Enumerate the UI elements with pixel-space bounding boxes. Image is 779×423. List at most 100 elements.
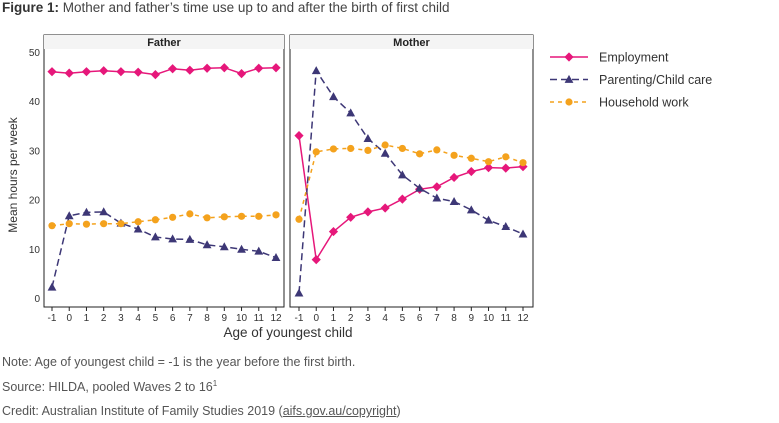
data-point-marker — [64, 211, 74, 220]
panel-title: Father — [147, 37, 181, 49]
data-point-marker — [294, 288, 304, 297]
data-point-marker — [203, 214, 211, 222]
series-household-work — [48, 210, 280, 230]
data-point-marker — [466, 166, 476, 177]
data-point-marker — [397, 170, 407, 179]
legend-item: Household work — [550, 96, 689, 110]
data-point-marker — [150, 232, 160, 241]
data-point-marker — [433, 146, 441, 154]
series-employment — [47, 63, 281, 80]
x-tick-label: 12 — [517, 313, 529, 324]
data-point-marker — [484, 158, 493, 166]
x-tick-label: -1 — [48, 313, 57, 324]
data-point-marker — [518, 229, 528, 238]
figure-title: Figure 1: Mother and father’s time use u… — [2, 0, 450, 15]
copyright-link[interactable]: aifs.gov.au/copyright — [282, 404, 397, 418]
data-point-marker — [133, 67, 143, 77]
data-point-marker — [117, 220, 125, 228]
y-tick-label: 20 — [29, 196, 41, 207]
data-point-marker — [364, 146, 372, 154]
chart-legend: Employment Parenting/Child care Household … — [550, 51, 712, 110]
data-point-marker — [416, 150, 424, 158]
panel-mother: Mother-1 0 1 2 3 4 5 6 7 8 9 10 11 12 — [289, 34, 534, 324]
data-point-marker — [432, 182, 442, 192]
data-point-marker — [186, 210, 194, 218]
panel-title-strip — [44, 35, 284, 49]
credit-text: Credit: Australian Institute of Family S… — [2, 404, 401, 418]
x-tick-label: 1 — [331, 313, 337, 324]
x-tick-label: 3 — [365, 313, 371, 324]
data-point-marker — [151, 216, 159, 224]
data-point-marker — [236, 69, 247, 79]
data-point-marker — [432, 193, 442, 202]
data-point-marker — [450, 151, 458, 159]
data-point-marker — [185, 65, 195, 75]
data-point-marker — [169, 213, 177, 221]
data-point-marker — [381, 141, 389, 149]
data-point-marker — [311, 255, 321, 265]
data-point-marker — [398, 144, 406, 153]
x-tick-label: 10 — [236, 313, 248, 324]
x-tick-label: 6 — [170, 313, 176, 324]
source-footnote-ref[interactable]: 1 — [212, 379, 218, 388]
data-point-marker — [254, 63, 264, 73]
x-tick-label: 0 — [313, 313, 319, 324]
credit-suffix: ) — [396, 404, 401, 418]
data-point-marker — [380, 203, 390, 213]
panel-frame — [289, 34, 534, 308]
data-point-marker — [99, 66, 109, 76]
figure-label: Figure 1: — [2, 0, 60, 15]
legend-label: Parenting/Child care — [599, 73, 712, 87]
data-point-marker — [134, 218, 142, 226]
legend-label: Household work — [599, 96, 689, 110]
data-point-marker — [81, 67, 92, 77]
data-point-marker — [202, 240, 212, 249]
x-tick-label: 8 — [204, 313, 210, 324]
data-point-marker — [312, 148, 320, 156]
panel-title-strip — [290, 35, 533, 49]
figure-title-text: Mother and father’s time use up to and a… — [62, 0, 450, 15]
x-tick-label: 9 — [222, 313, 228, 324]
y-axis-label: Mean hours per week — [6, 116, 20, 232]
data-point-marker — [272, 211, 280, 219]
x-tick-label: 0 — [66, 313, 72, 324]
data-point-marker — [237, 212, 246, 220]
x-tick-label: 10 — [483, 313, 495, 324]
data-point-marker — [502, 153, 510, 161]
data-point-marker — [133, 224, 143, 233]
data-point-marker — [347, 144, 355, 153]
series-line — [51, 211, 277, 288]
data-point-marker — [564, 74, 574, 83]
data-point-marker — [219, 63, 229, 73]
x-tick-label: 7 — [187, 313, 193, 324]
series-household-work — [295, 141, 527, 223]
data-point-marker — [237, 244, 246, 253]
x-tick-label: 11 — [254, 313, 265, 324]
data-point-marker — [185, 234, 195, 243]
x-axis-label: Age of youngest child — [223, 325, 352, 340]
data-point-marker — [271, 63, 281, 73]
data-point-marker — [483, 163, 494, 173]
data-point-marker — [219, 242, 229, 251]
data-point-marker — [294, 131, 304, 141]
panel-frame — [43, 34, 285, 308]
data-point-marker — [466, 205, 476, 214]
legend-label: Employment — [599, 51, 669, 65]
note-text: Note: Age of youngest child = -1 is the … — [2, 355, 356, 369]
data-point-marker — [99, 207, 109, 216]
data-point-marker — [484, 215, 493, 224]
data-point-marker — [100, 220, 108, 228]
data-point-marker — [168, 234, 178, 243]
data-point-marker — [346, 212, 356, 222]
data-point-marker — [501, 163, 511, 173]
x-tick-label: 6 — [417, 313, 423, 324]
y-tick-label: 50 — [29, 48, 41, 59]
panel-title: Mother — [393, 37, 430, 49]
source-label: Source: HILDA, pooled Waves 2 to 16 — [2, 380, 213, 395]
data-point-marker — [467, 154, 475, 162]
x-tick-label: 2 — [348, 313, 354, 324]
data-point-marker — [150, 70, 160, 80]
data-point-marker — [501, 222, 511, 231]
